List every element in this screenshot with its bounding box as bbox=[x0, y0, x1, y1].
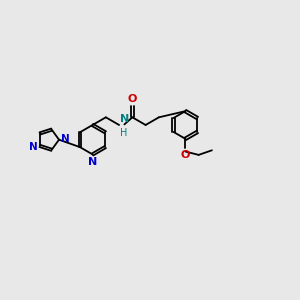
Text: N: N bbox=[29, 142, 38, 152]
Text: N: N bbox=[61, 134, 70, 144]
Text: N: N bbox=[120, 114, 129, 124]
Text: H: H bbox=[120, 128, 127, 138]
Text: O: O bbox=[181, 150, 190, 160]
Text: N: N bbox=[88, 157, 97, 167]
Text: O: O bbox=[128, 94, 137, 104]
